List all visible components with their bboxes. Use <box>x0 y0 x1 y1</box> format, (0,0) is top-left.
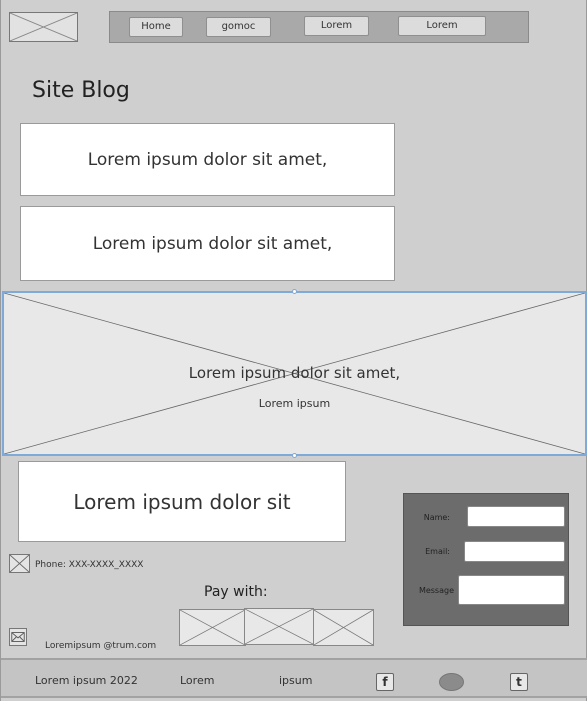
nav-item-lorem-2[interactable]: Lorem <box>398 16 486 36</box>
contact-form: Name: Email: Message <box>403 493 569 626</box>
logo-placeholder[interactable] <box>9 12 78 42</box>
hero-subtitle: Lorem ipsum <box>258 397 331 410</box>
hero-image-placeholder[interactable]: Lorem ipsum dolor sit amet, Lorem ipsum <box>2 291 587 456</box>
resize-handle-bottom[interactable] <box>292 453 297 458</box>
image-placeholder-icon <box>10 13 77 41</box>
mail-icon <box>9 628 27 646</box>
hero-title: Lorem ipsum dolor sit amet, <box>188 364 401 382</box>
image-placeholder-icon <box>180 610 245 645</box>
payment-method-placeholder[interactable] <box>179 609 246 646</box>
blog-card[interactable]: Lorem ipsum dolor sit amet, <box>20 206 395 281</box>
navbar: Home gomoc Lorem Lorem <box>109 11 529 43</box>
nav-item-gomoc[interactable]: gomoc <box>206 17 271 37</box>
phone-number: Phone: XXX-XXXX_XXXX <box>35 560 144 570</box>
name-field[interactable] <box>467 506 565 527</box>
footer: Lorem ipsum 2022 Lorem ipsum f t <box>1 658 587 698</box>
image-placeholder-icon <box>4 293 585 454</box>
feature-card-text: Lorem ipsum dolor sit <box>73 489 291 514</box>
feature-card[interactable]: Lorem ipsum dolor sit <box>18 461 346 542</box>
circle-icon[interactable] <box>439 673 464 691</box>
image-placeholder-icon <box>245 609 313 644</box>
facebook-icon[interactable]: f <box>376 673 394 691</box>
footer-copyright: Lorem ipsum 2022 <box>35 674 138 687</box>
message-field[interactable] <box>458 575 565 605</box>
email-label: Email: <box>425 547 450 556</box>
payment-method-placeholder[interactable] <box>244 608 314 645</box>
blog-card-text: Lorem ipsum dolor sit amet, <box>87 149 328 170</box>
blog-card[interactable]: Lorem ipsum dolor sit amet, <box>20 123 395 196</box>
message-label: Message <box>418 586 454 595</box>
pay-with-label: Pay with: <box>204 584 268 600</box>
footer-link-ipsum[interactable]: ipsum <box>279 674 313 687</box>
payment-method-placeholder[interactable] <box>313 609 374 646</box>
footer-link-lorem[interactable]: Lorem <box>180 674 215 687</box>
nav-item-lorem-1[interactable]: Lorem <box>304 16 369 36</box>
phone-icon <box>9 554 30 573</box>
blog-card-text: Lorem ipsum dolor sit amet, <box>92 233 333 254</box>
nav-item-home[interactable]: Home <box>129 17 183 37</box>
email-address: Loremipsum @trum.com <box>45 641 157 651</box>
resize-handle-top[interactable] <box>292 289 297 294</box>
name-label: Name: <box>423 513 450 522</box>
page-title: Site Blog <box>32 78 130 103</box>
twitter-icon[interactable]: t <box>510 673 528 691</box>
email-field[interactable] <box>464 541 565 562</box>
image-placeholder-icon <box>314 610 373 645</box>
